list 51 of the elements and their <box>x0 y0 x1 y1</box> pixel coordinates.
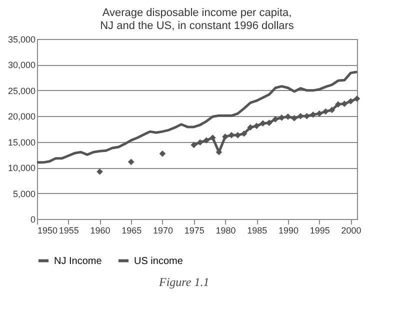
point <box>297 112 304 120</box>
text: Average disposable income per capita, <box>102 7 292 19</box>
point <box>222 134 228 140</box>
x-tick-label: 1955 <box>58 226 79 236</box>
x-tick-label: 1950 <box>38 226 58 236</box>
x-tick-label: 1975 <box>184 226 204 236</box>
point <box>190 142 198 148</box>
point <box>322 108 329 115</box>
y-tick-label: 15,000 <box>8 137 36 148</box>
x-tick-label: 1985 <box>247 226 268 236</box>
x-tick-label: 1980 <box>216 226 236 236</box>
y-tick-label: 25,000 <box>8 86 36 96</box>
point <box>354 95 360 102</box>
text: NJ and the US, in constant 1996 dollars <box>100 20 294 32</box>
y-tick-label: 0 <box>30 214 36 224</box>
point <box>316 110 323 117</box>
point <box>272 116 279 122</box>
point <box>284 113 292 120</box>
y-tick-label: 10,000 <box>8 163 36 174</box>
x-tick-label: 1970 <box>152 226 174 236</box>
x-tick-label: 1990 <box>278 226 298 236</box>
point <box>159 150 166 157</box>
point <box>328 106 336 114</box>
point <box>247 124 254 131</box>
y-tick-label: 35,000 <box>8 34 36 44</box>
point <box>196 139 204 146</box>
point <box>128 158 134 166</box>
legend-label: NJ Income <box>54 256 102 267</box>
x-tick-label: 2000 <box>341 226 362 236</box>
point <box>341 100 348 107</box>
y-tick-label: 20,000 <box>8 112 36 122</box>
legend-label: US income <box>134 256 184 267</box>
point <box>348 98 354 104</box>
point <box>310 111 316 118</box>
y-tick-label: 5,000 <box>12 188 36 199</box>
point <box>96 168 103 175</box>
point <box>291 115 298 122</box>
x-tick-label: 1960 <box>90 226 110 236</box>
y-tick-label: 30,000 <box>8 60 36 70</box>
caption: Figure 1.1 <box>158 275 210 289</box>
point <box>228 132 235 138</box>
point <box>240 130 248 137</box>
line-series <box>36 70 358 164</box>
point <box>304 112 310 120</box>
point <box>260 120 266 127</box>
point <box>203 137 210 144</box>
point <box>210 134 216 141</box>
point <box>253 122 260 130</box>
point <box>335 101 342 108</box>
x-tick-label: 1965 <box>122 226 142 236</box>
x-tick-label: 1995 <box>310 226 330 236</box>
